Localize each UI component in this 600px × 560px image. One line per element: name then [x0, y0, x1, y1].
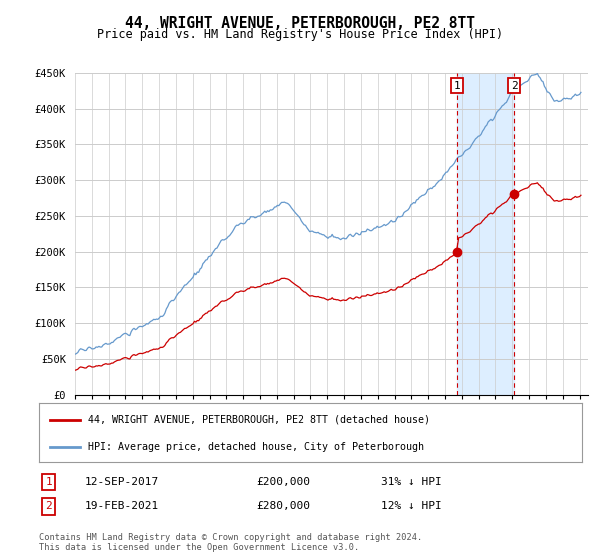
Text: 44, WRIGHT AVENUE, PETERBOROUGH, PE2 8TT (detached house): 44, WRIGHT AVENUE, PETERBOROUGH, PE2 8TT…: [88, 414, 430, 424]
Bar: [457, 73, 514, 395]
Text: 12-SEP-2017: 12-SEP-2017: [85, 477, 160, 487]
Text: 2: 2: [511, 81, 518, 91]
Text: £280,000: £280,000: [256, 501, 310, 511]
Text: 1: 1: [454, 81, 460, 91]
Text: 44, WRIGHT AVENUE, PETERBOROUGH, PE2 8TT: 44, WRIGHT AVENUE, PETERBOROUGH, PE2 8TT: [125, 16, 475, 31]
Text: Price paid vs. HM Land Registry's House Price Index (HPI): Price paid vs. HM Land Registry's House …: [97, 28, 503, 41]
Text: 19-FEB-2021: 19-FEB-2021: [85, 501, 160, 511]
Text: 1: 1: [46, 477, 52, 487]
Text: £200,000: £200,000: [256, 477, 310, 487]
Text: 31% ↓ HPI: 31% ↓ HPI: [381, 477, 442, 487]
Text: Contains HM Land Registry data © Crown copyright and database right 2024.
This d: Contains HM Land Registry data © Crown c…: [39, 533, 422, 552]
Text: 2: 2: [46, 501, 52, 511]
Text: 12% ↓ HPI: 12% ↓ HPI: [381, 501, 442, 511]
Text: HPI: Average price, detached house, City of Peterborough: HPI: Average price, detached house, City…: [88, 442, 424, 452]
